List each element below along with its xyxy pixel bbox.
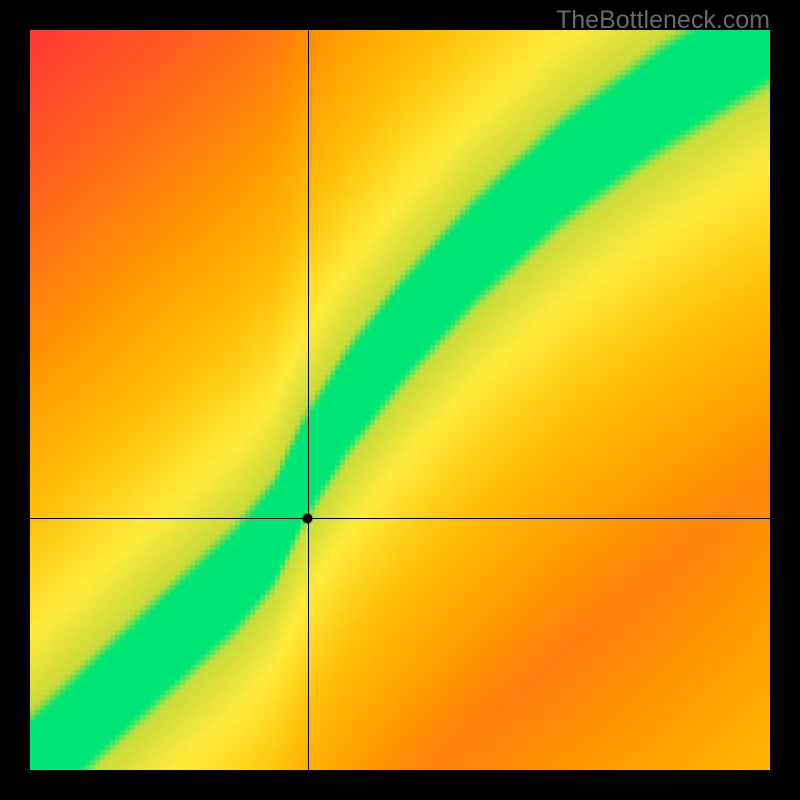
- chart-container: TheBottleneck.com: [0, 0, 800, 800]
- crosshair-horizontal: [30, 518, 770, 519]
- watermark-text: TheBottleneck.com: [556, 6, 770, 35]
- crosshair-marker: [0, 0, 800, 800]
- crosshair-vertical: [308, 30, 309, 770]
